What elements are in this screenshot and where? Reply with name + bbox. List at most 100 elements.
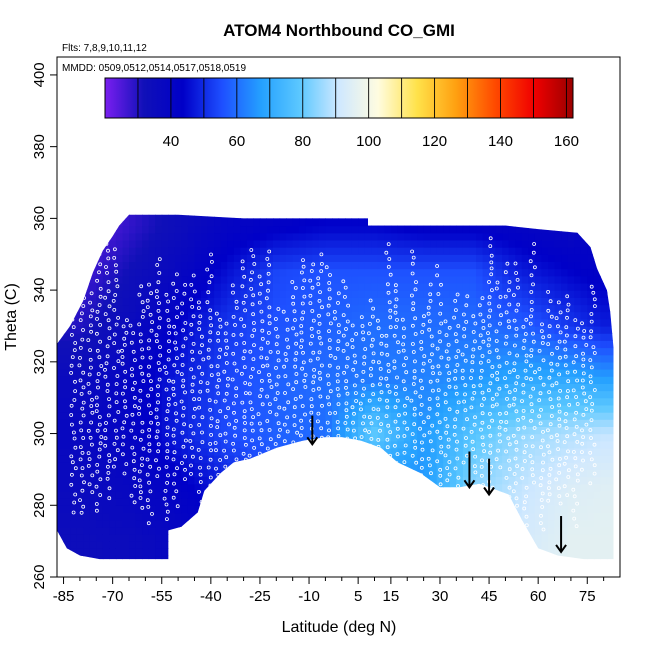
sample-point — [273, 442, 278, 446]
field-cell — [174, 282, 182, 291]
field-cell — [593, 214, 601, 219]
field-cell — [227, 426, 235, 435]
sample-point — [183, 438, 188, 443]
field-cell — [246, 311, 254, 320]
field-cell — [135, 361, 143, 370]
field-cell — [286, 340, 294, 349]
field-cell — [181, 369, 189, 377]
field-cell — [449, 318, 457, 327]
field-cell — [345, 383, 353, 392]
field-cell — [580, 419, 588, 427]
field-cell — [502, 247, 510, 255]
field-cell — [410, 526, 418, 535]
sample-point — [112, 332, 117, 337]
field-cell — [502, 498, 510, 506]
field-cell — [312, 534, 320, 542]
field-cell — [404, 218, 412, 227]
sample-point — [98, 493, 103, 497]
field-cell — [600, 390, 608, 399]
field-cell — [187, 275, 195, 284]
sample-point — [224, 338, 229, 343]
field-cell — [521, 548, 529, 557]
field-cell — [168, 476, 176, 485]
field-cell — [325, 239, 333, 248]
field-cell — [600, 433, 608, 442]
field-cell — [417, 311, 425, 320]
field-cell — [266, 239, 274, 248]
sample-point — [282, 406, 287, 411]
field-cell — [600, 397, 608, 406]
sample-point — [124, 413, 129, 418]
field-cell — [384, 326, 392, 334]
field-cell — [417, 376, 425, 384]
field-cell — [548, 490, 556, 499]
sample-point — [147, 442, 152, 447]
field-cell — [161, 275, 169, 284]
field-cell — [168, 462, 176, 470]
field-cell — [174, 412, 182, 420]
field-cell — [109, 361, 117, 370]
field-cell — [404, 318, 412, 327]
field-cell — [384, 490, 392, 499]
field-cell — [364, 261, 372, 270]
field-cell — [606, 548, 614, 557]
field-cell — [593, 455, 601, 463]
sample-point — [172, 481, 176, 486]
sample-point — [183, 282, 188, 287]
field-cell — [253, 555, 261, 560]
field-cell — [430, 214, 438, 219]
field-cell — [423, 419, 431, 427]
field-cell — [148, 247, 156, 255]
field-cell — [142, 541, 150, 549]
field-cell — [155, 462, 163, 470]
field-cell — [404, 254, 412, 262]
sample-point — [130, 373, 135, 378]
sample-point — [230, 283, 235, 288]
field-cell — [135, 469, 143, 478]
field-cell — [168, 555, 176, 560]
field-cell — [345, 455, 353, 463]
field-cell — [201, 225, 209, 234]
sample-point — [294, 522, 299, 527]
sample-point — [141, 446, 146, 451]
field-cell — [449, 490, 457, 499]
sample-point — [107, 459, 112, 463]
field-cell — [279, 247, 287, 255]
field-cell — [534, 225, 542, 234]
field-cell — [201, 261, 209, 270]
field-cell — [489, 239, 497, 248]
field-cell — [443, 455, 451, 463]
field-cell — [508, 526, 516, 535]
field-cell — [299, 505, 307, 514]
field-cell — [443, 440, 451, 449]
field-cell — [325, 232, 333, 241]
field-cell — [476, 247, 484, 255]
field-cell — [246, 383, 254, 392]
field-cell — [155, 526, 163, 535]
field-cell — [96, 282, 104, 291]
field-cell — [345, 304, 353, 313]
sample-point — [137, 469, 142, 474]
field-cell — [70, 447, 78, 456]
field-cell — [423, 426, 431, 435]
sample-point — [259, 346, 264, 351]
field-cell — [593, 361, 601, 370]
field-cell — [338, 555, 346, 560]
field-cell — [561, 297, 569, 306]
field-cell — [155, 275, 163, 284]
field-cell — [541, 534, 549, 542]
field-cell — [135, 383, 143, 392]
field-cell — [279, 354, 287, 363]
field-cell — [384, 512, 392, 521]
field-cell — [187, 433, 195, 442]
field-cell — [600, 361, 608, 370]
field-cell — [345, 519, 353, 528]
sample-point — [81, 413, 86, 418]
field-cell — [541, 404, 549, 413]
field-cell — [142, 555, 150, 560]
sample-point — [191, 375, 196, 380]
field-cell — [417, 498, 425, 506]
field-cell — [482, 548, 490, 557]
field-cell — [534, 541, 542, 549]
field-cell — [89, 311, 97, 320]
